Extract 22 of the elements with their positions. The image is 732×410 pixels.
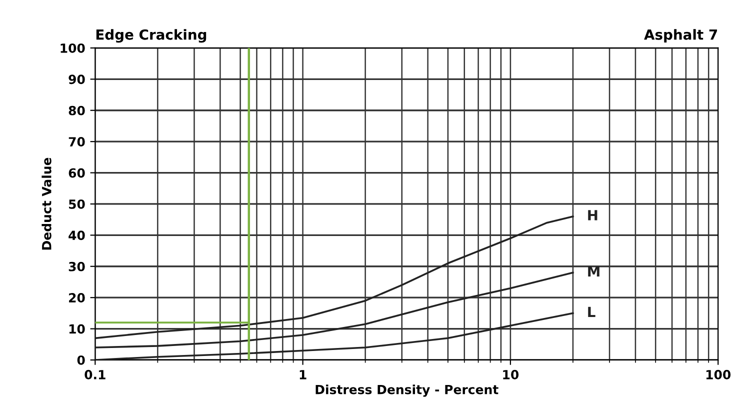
series-label: M — [588, 266, 600, 276]
x-tick-label: 10 — [503, 370, 519, 380]
y-tick-label: 40 — [68, 230, 85, 240]
x-tick-label: 1 — [300, 370, 306, 380]
x-tick-label: 100 — [706, 370, 731, 380]
series-label: L — [588, 306, 596, 318]
chart-title: Edge Cracking — [96, 29, 206, 43]
y-tick-label: 0 — [77, 355, 85, 365]
x-axis-title: Distress Density - Percent — [316, 384, 498, 397]
series-label: H — [588, 210, 598, 220]
chart-subtitle: Asphalt 7 — [644, 29, 717, 43]
y-tick-label: 30 — [68, 262, 85, 272]
y-tick-label: 90 — [68, 74, 85, 84]
y-tick-label: 20 — [69, 293, 85, 303]
y-tick-label: 50 — [69, 199, 85, 209]
y-tick-label: 60 — [68, 168, 85, 178]
x-tick-label: 0.1 — [84, 370, 106, 380]
y-tick-label: 70 — [68, 137, 85, 146]
y-axis-title: Deduct Value — [42, 158, 52, 250]
y-tick-label: 100 — [60, 43, 85, 53]
y-tick-label: 80 — [68, 106, 85, 116]
y-tick-label: 10 — [69, 324, 85, 334]
